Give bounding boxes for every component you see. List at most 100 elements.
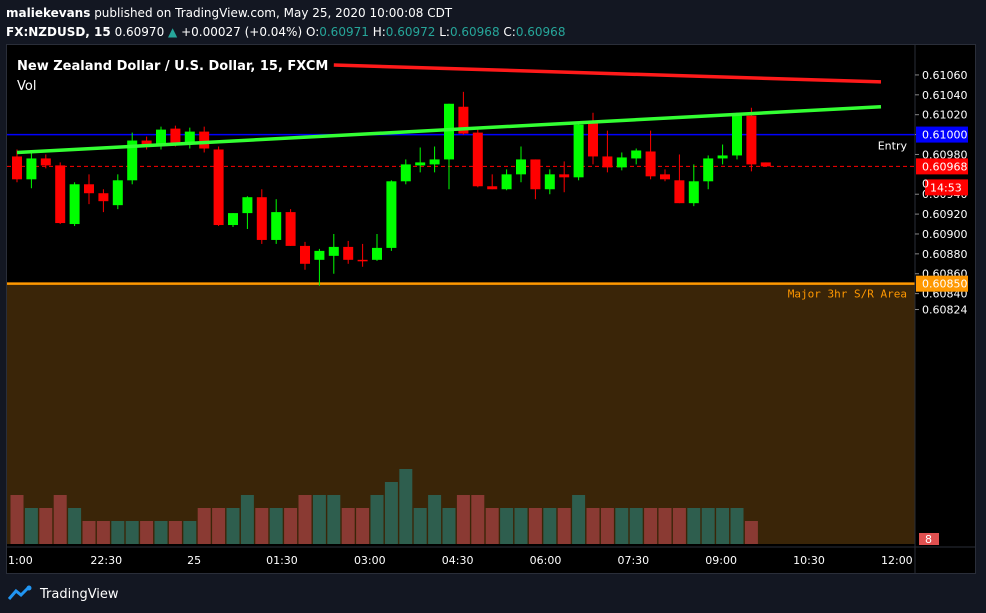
sr-price-tag-bg bbox=[916, 275, 968, 292]
footer-brand[interactable]: TradingView bbox=[8, 583, 119, 605]
volume-bar bbox=[744, 521, 758, 544]
candle-body bbox=[415, 162, 426, 166]
volume-bar bbox=[269, 508, 283, 544]
volume-bar bbox=[471, 495, 485, 544]
volume-bar bbox=[53, 495, 67, 544]
volume-bar bbox=[456, 495, 470, 544]
volume-bar bbox=[298, 495, 312, 544]
candle-body bbox=[760, 162, 771, 167]
candle-body bbox=[12, 156, 22, 180]
high-value: 0.60972 bbox=[385, 25, 436, 39]
candle-body bbox=[400, 164, 411, 182]
symbol-label[interactable]: FX:NZDUSD, 15 bbox=[6, 25, 111, 39]
x-tick-label: 06:00 bbox=[530, 554, 562, 567]
candle-body bbox=[660, 174, 670, 180]
countdown-bg bbox=[925, 179, 968, 196]
candle-body bbox=[112, 180, 123, 206]
volume-bar bbox=[557, 508, 571, 544]
volume-bar bbox=[514, 508, 528, 544]
volume-bar bbox=[284, 508, 298, 544]
volume-bar bbox=[600, 508, 614, 544]
volume-bar bbox=[687, 508, 701, 544]
candle-body bbox=[602, 156, 613, 168]
volume-bar bbox=[701, 508, 715, 544]
candle-body bbox=[645, 151, 656, 177]
countdown-label: 14:53 bbox=[930, 181, 962, 194]
volume-bar bbox=[428, 495, 442, 544]
brand-name: TradingView bbox=[40, 586, 119, 602]
y-tick-label: 0.61040 bbox=[922, 89, 968, 102]
volume-bar bbox=[82, 521, 96, 544]
volume-bar bbox=[10, 495, 24, 544]
volume-tag: 8 bbox=[925, 533, 932, 546]
candle-body bbox=[544, 174, 555, 190]
volume-bar bbox=[543, 508, 557, 544]
publish-line: maliekevans published on TradingView.com… bbox=[6, 6, 452, 20]
x-tick-label: 09:00 bbox=[705, 554, 737, 567]
candle-body bbox=[732, 115, 742, 156]
volume-bar bbox=[730, 508, 744, 544]
y-tick-label: 0.60900 bbox=[922, 228, 968, 241]
candle-body bbox=[516, 159, 526, 175]
last-price-tag-bg bbox=[916, 158, 968, 175]
candle-body bbox=[458, 106, 469, 134]
x-tick-label: 1:00 bbox=[8, 554, 33, 567]
sr-price-tag: 0.60850 bbox=[922, 278, 968, 291]
volume-bar bbox=[197, 508, 211, 544]
x-tick-label: 07:30 bbox=[617, 554, 649, 567]
up-arrow-icon: ▲ bbox=[168, 25, 178, 39]
volume-bar bbox=[96, 521, 110, 544]
volume-bar bbox=[442, 508, 456, 544]
volume-bar bbox=[341, 508, 355, 544]
volume-bar bbox=[413, 508, 427, 544]
entry-label: Entry bbox=[878, 140, 908, 153]
volume-bar bbox=[672, 508, 686, 544]
candle-body bbox=[228, 213, 238, 226]
candle-body bbox=[616, 157, 627, 168]
chart-panel[interactable]: Entry Major 3hr S/R Area 0.61060 0.61040 0.6… bbox=[6, 44, 976, 574]
volume-bar bbox=[327, 495, 341, 544]
low-label: L: bbox=[439, 25, 450, 39]
candle-body bbox=[501, 174, 512, 190]
candle-body bbox=[717, 155, 728, 159]
candle-body bbox=[472, 132, 483, 187]
volume-bar bbox=[586, 508, 600, 544]
candle-body bbox=[328, 246, 339, 256]
volume-bar bbox=[528, 508, 542, 544]
close-label: C: bbox=[503, 25, 516, 39]
x-tick-label: 12:00 bbox=[881, 554, 913, 567]
entry-price-tag: 0.61000 bbox=[922, 129, 968, 142]
candle-body bbox=[530, 159, 541, 190]
chart-canvas[interactable]: Entry Major 3hr S/R Area 0.61060 0.61040 0.6… bbox=[7, 45, 976, 574]
y-tick-partial: 0 bbox=[922, 177, 929, 190]
candle-body bbox=[170, 128, 181, 144]
author-name[interactable]: maliekevans bbox=[6, 6, 91, 20]
y-tick-label: 0.60824 bbox=[922, 304, 968, 317]
candle-body bbox=[573, 124, 584, 178]
candle-body bbox=[69, 184, 80, 225]
volume-bar bbox=[658, 508, 672, 544]
chart-legend-title: New Zealand Dollar / U.S. Dollar, 15, FX… bbox=[17, 59, 329, 74]
candle-body bbox=[242, 197, 253, 214]
volume-bar bbox=[644, 508, 658, 544]
volume-bar bbox=[399, 469, 413, 544]
candle-body bbox=[84, 184, 94, 194]
candle-body bbox=[199, 131, 210, 149]
volume-bar bbox=[68, 508, 82, 544]
candle-body bbox=[300, 245, 310, 264]
last-price: 0.60970 bbox=[114, 25, 165, 39]
candle-body bbox=[213, 149, 224, 226]
x-tick-label: 04:30 bbox=[442, 554, 474, 567]
candle-body bbox=[40, 158, 51, 166]
volume-bar bbox=[183, 521, 197, 544]
open-label: O: bbox=[305, 25, 320, 39]
volume-bar bbox=[24, 508, 38, 544]
entry-price-tag-bg bbox=[916, 126, 968, 143]
volume-bar bbox=[716, 508, 730, 544]
candle-body bbox=[372, 247, 382, 260]
candle-body bbox=[444, 103, 454, 160]
volume-bar bbox=[255, 508, 269, 544]
volume-bar bbox=[39, 508, 53, 544]
volume-legend: Vol bbox=[17, 79, 37, 94]
candle-body bbox=[256, 197, 267, 240]
